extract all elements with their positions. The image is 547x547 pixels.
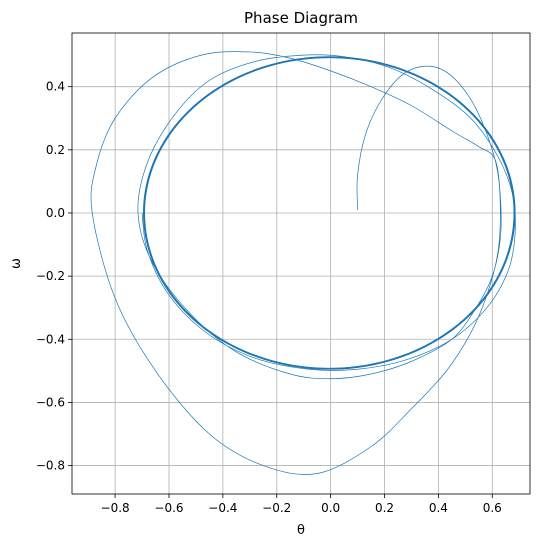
chart-title: Phase Diagram (244, 9, 358, 27)
x-tick-label: −0.8 (101, 501, 130, 515)
x-tick-label: −0.6 (154, 501, 183, 515)
x-tick-label: 0.2 (375, 501, 394, 515)
x-tick-label: −0.4 (208, 501, 237, 515)
x-axis-label: θ (297, 523, 305, 538)
x-tick-label: 0.4 (429, 501, 448, 515)
y-tick-label: −0.4 (36, 332, 65, 346)
grid (72, 33, 530, 494)
y-tick-label: 0.4 (46, 80, 65, 94)
axes-frame (71, 32, 531, 495)
x-tick-label: 0.0 (321, 501, 340, 515)
x-tick-label: 0.6 (483, 501, 502, 515)
y-tick-label: 0.2 (46, 143, 65, 157)
y-axis-label: ω (9, 258, 24, 269)
y-tick-label: 0.0 (46, 206, 65, 220)
limit-cycle-loop (144, 57, 515, 369)
x-tick-label: −0.2 (262, 501, 291, 515)
ticks: −0.8 −0.6 −0.4 −0.2 0.0 0.2 0.4 0.6 −0.8 −0.6 −0.4… (36, 80, 502, 515)
plot-area (90, 51, 516, 475)
y-tick-label: −0.8 (36, 459, 65, 473)
y-tick-label: −0.2 (36, 269, 65, 283)
y-tick-label: −0.6 (36, 395, 65, 409)
